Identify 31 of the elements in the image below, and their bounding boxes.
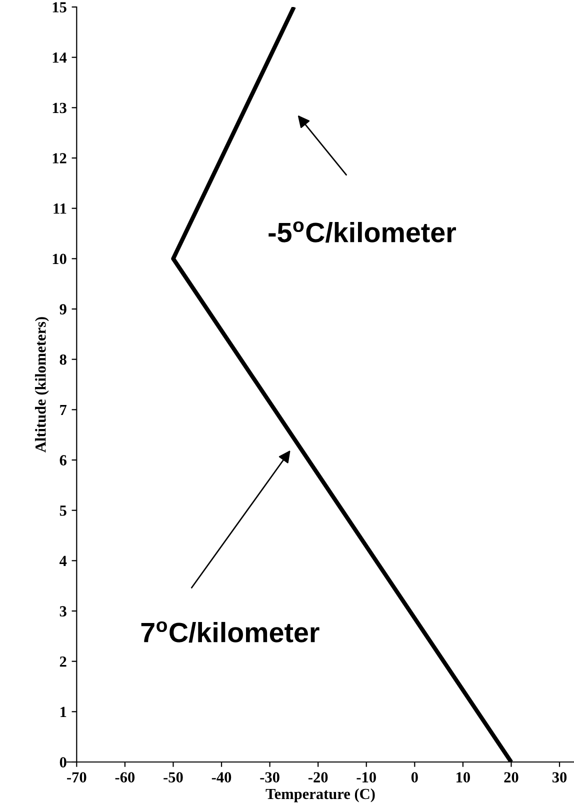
x-tick-label: -10 [356,772,376,782]
y-tick-label: 4 [60,556,67,566]
x-axis-title: Temperature (C) [266,788,375,802]
y-tick-label: 11 [54,204,66,214]
y-tick-label: 10 [52,254,66,264]
x-tick-label: -40 [212,772,232,782]
x-tick-label: -60 [115,772,135,782]
y-tick-label: 0 [60,757,66,768]
x-tick-label: 10 [456,772,470,782]
y-tick-label: 9 [60,304,66,314]
x-tick-label: -70 [67,772,86,782]
y-tick-label: 7 [60,404,67,415]
x-tick-label: -50 [164,772,183,782]
x-tick-label: 0 [411,772,418,782]
y-tick-label: 12 [52,153,66,164]
y-tick-label: 13 [52,102,66,114]
x-tick-label: -30 [260,772,280,782]
x-tick-label: 30 [552,772,567,782]
y-tick-label: 14 [52,52,67,63]
annotation: -5$^{o}$C/kilometer [268,221,456,243]
y-tick-label: 8 [60,354,66,365]
y-tick-label: 5 [60,506,66,516]
y-tick-label: 6 [60,455,66,466]
y-tick-label: 3 [60,606,66,616]
y-tick-label: 15 [52,2,66,12]
x-tick-label: 20 [504,772,518,782]
y-tick-label: 1 [60,706,66,717]
y-tick-label: 2 [60,656,66,667]
x-tick-label: -20 [308,772,328,782]
y-axis-title: Altitude (kilometers) [35,317,49,452]
annotation: 7$^{o}$C/kilometer [141,621,320,643]
